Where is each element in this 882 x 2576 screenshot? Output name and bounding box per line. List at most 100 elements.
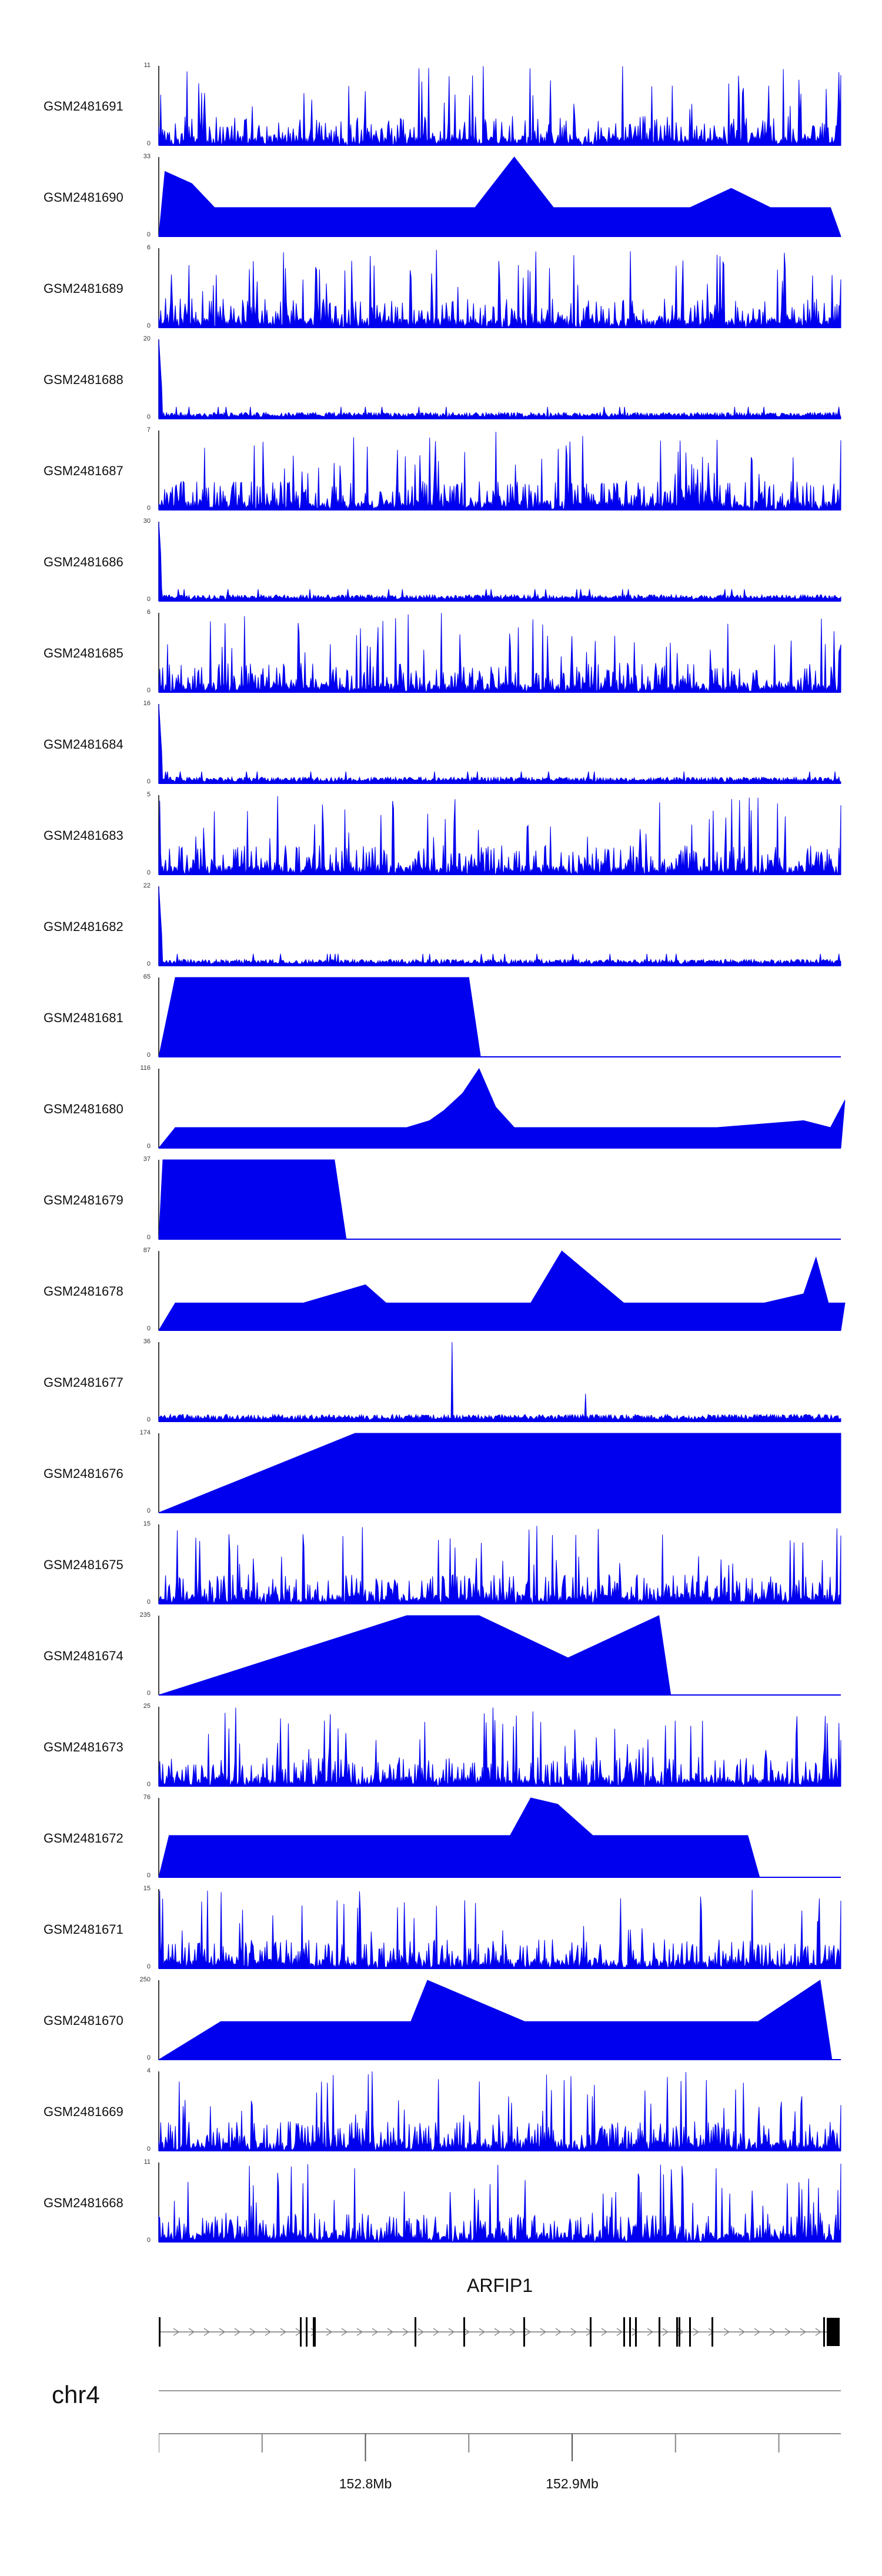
track-ymax-label: 11 — [143, 2158, 151, 2165]
track-ymin-label: 0 — [146, 1325, 151, 1332]
track-plot — [158, 1615, 841, 1696]
track-label: GSM2481681 — [44, 1010, 123, 1025]
track-plot — [158, 66, 841, 146]
track-ymin-label: 0 — [146, 231, 151, 238]
track-ymin-label: 0 — [146, 1963, 151, 1970]
track-ymax-label: 65 — [143, 973, 151, 980]
strand-arrow-icon — [387, 2328, 394, 2336]
coverage-area — [158, 1067, 846, 1149]
coverage-area — [158, 613, 841, 693]
track-label: GSM2481688 — [44, 372, 123, 387]
strand-arrow-icon — [203, 2328, 211, 2336]
exon — [463, 2317, 465, 2347]
track-ymin-label: 0 — [146, 869, 151, 876]
track-ymax-label: 15 — [143, 1885, 151, 1892]
exon — [415, 2317, 416, 2347]
track-ymax-label: 7 — [146, 426, 151, 433]
track-ymax-label: 4 — [146, 2067, 151, 2074]
track-label: GSM2481685 — [44, 645, 123, 660]
strand-arrow-icon — [219, 2328, 226, 2336]
track-ymin-label: 0 — [146, 1872, 151, 1879]
coverage-area — [158, 339, 841, 419]
strand-arrow-icon — [417, 2328, 425, 2336]
strand-arrow-icon — [234, 2328, 241, 2336]
exon — [300, 2317, 302, 2347]
exon — [711, 2317, 713, 2347]
exon — [679, 2317, 680, 2347]
track-label: GSM2481680 — [44, 1101, 123, 1116]
track-label: GSM2481675 — [44, 1557, 123, 1572]
track-label: GSM2481674 — [44, 1648, 123, 1663]
exon — [676, 2317, 678, 2347]
track-plot — [158, 1342, 841, 1422]
track-label: GSM2481671 — [44, 1921, 123, 1937]
exon — [629, 2317, 631, 2347]
exon-first — [827, 2318, 840, 2346]
track-plot — [158, 977, 841, 1057]
strand-arrow-icon — [662, 2328, 669, 2336]
track-ymin-label: 0 — [146, 687, 151, 694]
coverage-area — [158, 886, 841, 966]
track-ymax-label: 11 — [143, 62, 151, 69]
track-plot — [158, 248, 841, 329]
coverage-area — [158, 796, 841, 876]
track-ymax-label: 87 — [143, 1247, 151, 1254]
coverage-tracks: GSM2481691 11 0 GSM2481690 33 0 GSM2481689 6 0 GS… — [44, 62, 846, 2244]
strand-arrow-icon — [524, 2328, 532, 2336]
strand-arrow-icon — [372, 2328, 379, 2336]
track-plot — [158, 1797, 841, 1878]
track-label: GSM2481670 — [44, 2013, 123, 2028]
track-label: GSM2481682 — [44, 919, 123, 934]
track-plot — [158, 1524, 841, 1605]
strand-arrow-icon — [693, 2328, 700, 2336]
track-ymax-label: 22 — [143, 882, 151, 889]
track-plot — [158, 613, 841, 693]
track-label: GSM2481677 — [44, 1374, 123, 1390]
exon — [689, 2317, 691, 2347]
track-ymin-label: 0 — [146, 1234, 151, 1241]
coverage-area — [158, 1433, 841, 1513]
coverage-area — [158, 432, 841, 511]
exon — [313, 2317, 316, 2347]
strand-arrow-icon — [815, 2328, 822, 2336]
track-ymax-label: 37 — [143, 1156, 151, 1163]
track-plot — [158, 1067, 846, 1149]
strand-arrow-icon — [632, 2328, 639, 2336]
strand-arrow-icon — [754, 2328, 761, 2336]
track-ymin-label: 0 — [146, 1690, 151, 1697]
exon — [590, 2317, 592, 2347]
track-ymin-label: 0 — [146, 1052, 151, 1059]
strand-arrow-icon — [356, 2328, 363, 2336]
strand-arrow-icon — [708, 2328, 715, 2336]
strand-arrow-icon — [249, 2328, 256, 2336]
track-plot — [158, 2071, 841, 2152]
axis-tick-label: 152.8Mb — [339, 2476, 392, 2491]
coverage-area — [158, 1707, 841, 1787]
track-ymin-label: 0 — [146, 140, 151, 147]
track-ymin-label: 0 — [146, 960, 151, 967]
track-ymin-label: 0 — [146, 1599, 151, 1606]
track-label: GSM2481669 — [44, 2104, 123, 2119]
strand-arrow-icon — [784, 2328, 791, 2336]
track-ymax-label: 16 — [143, 700, 151, 707]
coverage-area — [158, 1526, 841, 1605]
track-ymin-label: 0 — [146, 1143, 151, 1150]
coverage-area — [158, 1797, 760, 1878]
exon — [306, 2317, 308, 2347]
track-plot — [158, 1433, 841, 1513]
coverage-area — [158, 249, 841, 329]
track-plot — [158, 521, 841, 602]
track-label: GSM2481686 — [44, 554, 123, 569]
strand-arrow-icon — [723, 2328, 730, 2336]
strand-arrow-icon — [341, 2328, 348, 2336]
exon — [823, 2317, 825, 2347]
track-label: GSM2481673 — [44, 1739, 123, 1754]
coverage-area — [158, 1250, 846, 1331]
coverage-area — [158, 2071, 841, 2152]
track-plot — [158, 1250, 846, 1331]
track-plot — [158, 339, 841, 419]
gene-model — [159, 2317, 840, 2347]
coverage-area — [158, 66, 841, 146]
track-ymax-label: 6 — [146, 609, 151, 616]
strand-arrow-icon — [433, 2328, 440, 2336]
